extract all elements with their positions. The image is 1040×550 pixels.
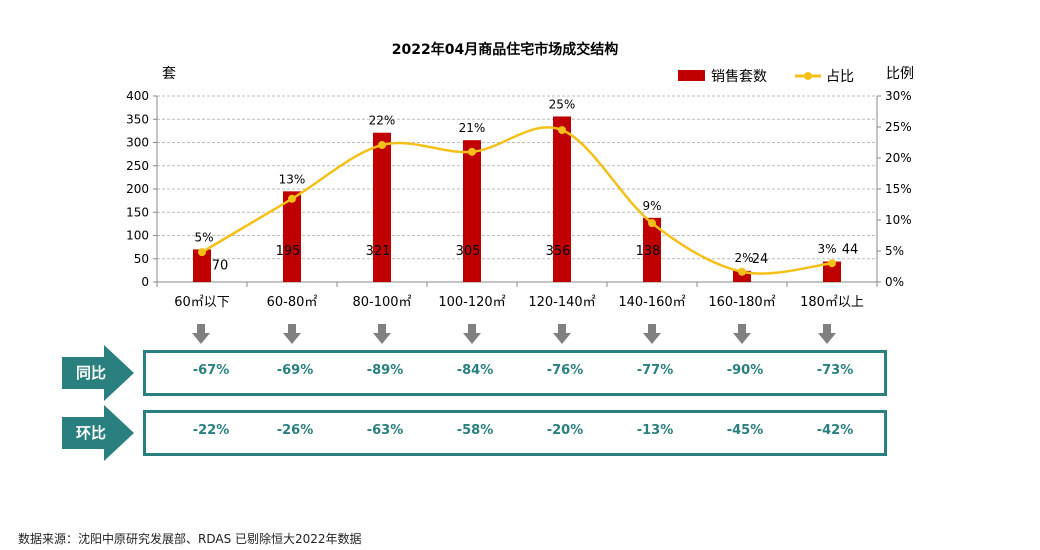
bar-value-label: 195 xyxy=(276,244,301,259)
share-label: 25% xyxy=(549,97,576,111)
share-point xyxy=(738,267,746,276)
bar xyxy=(463,140,481,282)
x-tick-label: 120-140㎡ xyxy=(528,295,595,310)
down-arrow-icon xyxy=(283,324,301,344)
change-value: -20% xyxy=(546,423,584,438)
legend-line-label: 占比 xyxy=(826,69,854,85)
left-tick-label: 300 xyxy=(126,136,149,150)
share-point xyxy=(828,259,836,268)
chart-title: 2022年04月商品住宅市场成交结构 xyxy=(392,41,618,58)
bar xyxy=(643,217,661,282)
change-value: -42% xyxy=(816,423,854,438)
share-label: 5% xyxy=(194,230,213,244)
arrow-label-shape xyxy=(62,345,134,401)
share-point xyxy=(468,147,476,156)
bar-value-label: 70 xyxy=(212,258,229,273)
share-label: 13% xyxy=(279,172,306,186)
bar xyxy=(733,270,751,282)
change-value: -73% xyxy=(816,363,854,378)
change-value: -69% xyxy=(276,363,314,378)
arrow-label-shape xyxy=(62,405,134,461)
x-tick-label: 60-80㎡ xyxy=(267,295,318,310)
right-tick-label: 0% xyxy=(885,275,904,289)
change-value: -67% xyxy=(192,363,230,378)
share-point xyxy=(558,126,566,135)
share-label: 3% xyxy=(817,242,836,256)
bar-value-label: 356 xyxy=(546,244,571,259)
change-value: -84% xyxy=(456,363,494,378)
change-value: -90% xyxy=(726,363,764,378)
share-point xyxy=(288,194,296,203)
share-label: 2% xyxy=(734,251,753,265)
right-tick-label: 15% xyxy=(885,182,912,196)
bar-value-label: 305 xyxy=(456,244,481,259)
share-label: 21% xyxy=(459,121,486,135)
bar-value-label: 24 xyxy=(752,252,769,267)
share-label: 22% xyxy=(369,114,396,128)
change-value: -13% xyxy=(636,423,674,438)
bar xyxy=(373,132,391,282)
left-tick-label: 250 xyxy=(126,159,149,173)
bar-value-label: 138 xyxy=(636,244,661,259)
x-tick-label: 80-100㎡ xyxy=(352,295,411,310)
left-tick-label: 350 xyxy=(126,112,149,126)
down-arrow-icon xyxy=(463,324,481,344)
right-tick-label: 25% xyxy=(885,120,912,134)
bar xyxy=(823,261,841,282)
right-tick-label: 10% xyxy=(885,213,912,227)
x-tick-label: 180㎡以上 xyxy=(800,295,864,310)
x-tick-label: 100-120㎡ xyxy=(438,295,505,310)
down-arrow-icon xyxy=(818,324,836,344)
share-point xyxy=(198,248,206,257)
left-tick-label: 0 xyxy=(141,275,149,289)
yoy-box: -67% -69% -89% -84% -76% -77% -90% -73% xyxy=(143,350,887,396)
bar xyxy=(553,116,571,283)
legend-bar-label: 销售套数 xyxy=(711,69,767,85)
change-value: -77% xyxy=(636,363,674,378)
x-tick-label: 140-160㎡ xyxy=(618,295,685,310)
left-tick-label: 50 xyxy=(134,252,149,266)
left-axis-label: 套 xyxy=(162,66,176,82)
left-tick-label: 100 xyxy=(126,229,149,243)
legend-bar-swatch xyxy=(678,70,705,81)
change-value: -26% xyxy=(276,423,314,438)
share-point xyxy=(648,219,656,228)
legend-line-marker xyxy=(804,72,812,80)
change-value: -63% xyxy=(366,423,404,438)
bar-value-label: 44 xyxy=(842,243,859,258)
bar xyxy=(283,191,301,282)
left-tick-label: 200 xyxy=(126,182,149,196)
change-value: -76% xyxy=(546,363,584,378)
right-tick-label: 20% xyxy=(885,151,912,165)
down-arrow-icon xyxy=(373,324,391,344)
down-arrow-icon xyxy=(553,324,571,344)
x-tick-label: 160-180㎡ xyxy=(708,295,775,310)
share-line xyxy=(201,126,833,275)
share-label: 9% xyxy=(642,199,661,213)
right-tick-label: 5% xyxy=(885,244,904,258)
mom-box: -22% -26% -63% -58% -20% -13% -45% -42% xyxy=(143,410,887,456)
down-arrow-icon xyxy=(733,324,751,344)
left-tick-label: 400 xyxy=(126,89,149,103)
right-tick-label: 30% xyxy=(885,89,912,103)
change-value: -45% xyxy=(726,423,764,438)
x-tick-label: 60㎡以下 xyxy=(174,295,230,310)
change-value: -22% xyxy=(192,423,230,438)
change-value: -89% xyxy=(366,363,404,378)
down-arrow-icon xyxy=(192,324,210,344)
down-arrow-icon xyxy=(643,324,661,344)
mom-label: 环比 xyxy=(62,405,134,461)
share-point xyxy=(378,141,386,150)
change-value: -58% xyxy=(456,423,494,438)
right-axis-label: 比例 xyxy=(886,66,914,82)
bar-value-label: 321 xyxy=(366,244,391,259)
left-tick-label: 150 xyxy=(126,205,149,219)
source-note: 数据来源：沈阳中原研究发展部、RDAS 已剔除恒大2022年数据 xyxy=(18,532,362,546)
yoy-label: 同比 xyxy=(62,345,134,401)
bar xyxy=(193,249,211,282)
